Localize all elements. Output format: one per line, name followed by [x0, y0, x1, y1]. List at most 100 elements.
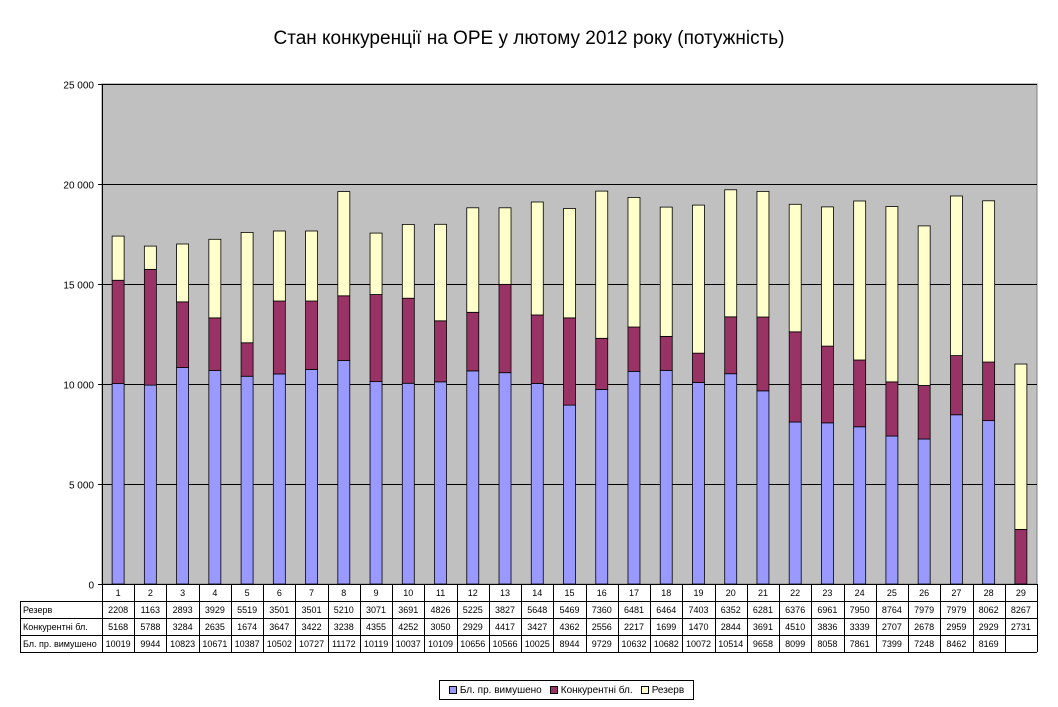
data-label: 2217: [624, 622, 644, 632]
bar-резерв: [305, 230, 318, 302]
data-label: 8169: [979, 639, 999, 649]
x-tick-label: 1: [116, 588, 121, 598]
data-label: 3647: [269, 622, 289, 632]
bar-конкурентні-бл-: [627, 326, 641, 372]
x-tick-label: 7: [309, 588, 314, 598]
x-tick-label: 5: [245, 588, 250, 598]
x-tick-label: 12: [468, 588, 478, 598]
data-label: 2929: [463, 622, 483, 632]
data-label: 1470: [688, 622, 708, 632]
bar-бл-пр-вимушено: [272, 373, 286, 585]
data-label: 8099: [785, 639, 805, 649]
legend-label: Резерв: [651, 684, 685, 696]
bar-конкурентні-бл-: [724, 316, 738, 375]
data-label: 10671: [202, 639, 227, 649]
bar-конкурентні-бл-: [176, 301, 190, 368]
data-label: 9729: [592, 639, 612, 649]
bar-бл-пр-вимушено: [208, 370, 222, 585]
x-tick-label: 25: [887, 588, 897, 598]
bar-конкурентні-бл-: [498, 283, 512, 374]
data-label: 7399: [882, 639, 902, 649]
bar-бл-пр-вимушено: [401, 382, 415, 585]
bar-бл-пр-вимушено: [563, 404, 576, 585]
bar-конкурентні-бл-: [143, 268, 157, 386]
data-label: 7248: [914, 639, 934, 649]
data-label: 8764: [882, 605, 902, 615]
data-label: 4417: [495, 622, 515, 632]
legend: Бл. пр. вимушено Конкурентні бл. Резерв: [439, 680, 694, 700]
x-tick-label: 14: [532, 588, 542, 598]
bar-конкурентні-бл-: [240, 342, 254, 377]
bar-конкурентні-бл-: [853, 359, 867, 428]
bar-бл-пр-вимушено: [692, 382, 705, 585]
x-tick-label: 15: [564, 588, 574, 598]
bar-бл-пр-вимушено: [595, 389, 609, 585]
data-label: 3339: [850, 622, 870, 632]
bar-бл-пр-вимушено: [337, 360, 351, 585]
bar-бл-пр-вимушено: [466, 370, 480, 585]
bar-конкурентні-бл-: [208, 317, 222, 371]
bar-резерв: [498, 207, 512, 285]
bar-конкурентні-бл-: [337, 295, 351, 361]
bar-резерв: [401, 223, 415, 299]
bar-резерв: [176, 243, 190, 303]
y-tick-label: 0: [88, 581, 94, 592]
data-label: 2635: [205, 622, 225, 632]
data-label: 10119: [364, 639, 388, 649]
data-label: 10037: [396, 639, 421, 649]
bar-конкурентні-бл-: [595, 337, 609, 390]
bar-резерв: [1014, 363, 1028, 530]
data-label: 4252: [398, 622, 418, 632]
x-tick-label: 4: [212, 588, 217, 598]
bar-бл-пр-вимушено: [369, 381, 383, 585]
bar-бл-пр-вимушено: [853, 426, 867, 585]
y-tick-label: 20 000: [63, 181, 94, 192]
x-tick-label: 27: [951, 588, 961, 598]
data-label: 8462: [946, 639, 966, 649]
x-tick-label: 13: [500, 588, 510, 598]
data-label: 10502: [267, 639, 292, 649]
data-label: 3050: [431, 622, 451, 632]
bar-конкурентні-бл-: [950, 355, 963, 416]
legend-label: Конкурентні бл.: [560, 684, 633, 696]
x-tick-label: 24: [855, 588, 865, 598]
x-tick-label: 26: [919, 588, 929, 598]
data-label: 1699: [656, 622, 676, 632]
bar-бл-пр-вимушено: [530, 383, 544, 585]
bar-бл-пр-вимушено: [885, 435, 899, 585]
bar-бл-пр-вимушено: [821, 422, 834, 585]
bar-конкурентні-бл-: [272, 300, 286, 375]
data-label: 4510: [785, 622, 805, 632]
bar-резерв: [756, 190, 770, 318]
bar-резерв: [563, 208, 576, 319]
data-label: 10019: [106, 639, 131, 649]
data-label: 10682: [654, 639, 679, 649]
data-label: 3071: [366, 605, 386, 615]
data-label: 4362: [559, 622, 579, 632]
data-label: 4826: [431, 605, 451, 615]
bar-конкурентні-бл-: [821, 345, 834, 424]
chart-title: Стан конкуренції на ОРЕ у лютому 2012 ро…: [273, 28, 785, 49]
y-tick-label: 5 000: [69, 481, 94, 492]
data-label: 1163: [141, 605, 160, 615]
x-tick-label: 29: [1016, 588, 1026, 598]
x-tick-label: 18: [661, 588, 671, 598]
bar-резерв: [595, 190, 609, 339]
data-label: 3827: [495, 605, 515, 615]
bar-бл-пр-вимушено: [788, 421, 802, 585]
bar-бл-пр-вимушено: [917, 438, 931, 585]
x-tick-label: 21: [758, 588, 768, 598]
bar-бл-пр-вимушено: [498, 372, 512, 585]
legend-swatch: [640, 686, 649, 694]
bar-резерв: [240, 231, 254, 344]
bar-бл-пр-вимушено: [240, 375, 254, 585]
x-tick-label: 19: [693, 588, 703, 598]
data-label: 10632: [621, 639, 646, 649]
legend-item: Бл. пр. вимушено: [448, 685, 542, 696]
bar-конкурентні-бл-: [788, 331, 802, 423]
data-label: 7403: [688, 605, 708, 615]
data-label: 3422: [302, 622, 322, 632]
bar-конкурентні-бл-: [305, 300, 318, 370]
legend-item: Конкурентні бл.: [549, 684, 633, 696]
bar-резерв: [369, 232, 383, 295]
